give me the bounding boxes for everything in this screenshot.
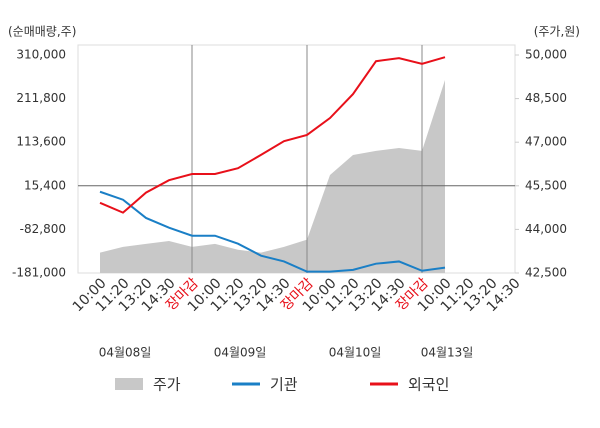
- y2-tick-label: 42,500: [525, 266, 567, 280]
- legend-label: 외국인: [408, 376, 449, 394]
- y-tick-label: -82,800: [20, 222, 66, 236]
- legend-label: 기관: [270, 376, 298, 394]
- y2-axis-title: (주가,원): [534, 25, 580, 39]
- y-tick-label: 211,800: [16, 91, 66, 105]
- y2-tick-label: 47,000: [525, 135, 567, 149]
- series-line: [99, 56, 446, 214]
- y-tick-label: 15,400: [24, 178, 66, 192]
- y-axis-title: (순매매량,주): [8, 25, 76, 39]
- legend: 주가 기관 외국인: [115, 376, 449, 394]
- series-line: [99, 190, 446, 273]
- y2-tick-label: 48,500: [525, 91, 567, 105]
- date-label: 04월13일: [421, 346, 474, 360]
- y-tick-label: 310,000: [16, 48, 66, 62]
- y-tick-label: 113,600: [16, 135, 66, 149]
- legend-label: 주가: [153, 376, 181, 394]
- y2-tick-label: 44,000: [525, 222, 567, 236]
- date-label: 04월08일: [99, 346, 152, 360]
- date-label: 04월09일: [214, 346, 267, 360]
- date-label: 04월10일: [329, 346, 382, 360]
- price-area: [100, 79, 445, 273]
- legend-swatch: [115, 378, 143, 390]
- y2-tick-label: 50,000: [525, 48, 567, 62]
- y2-tick-label: 45,500: [525, 178, 567, 192]
- y-tick-label: -181,000: [12, 266, 66, 280]
- plot-frame: [77, 44, 516, 274]
